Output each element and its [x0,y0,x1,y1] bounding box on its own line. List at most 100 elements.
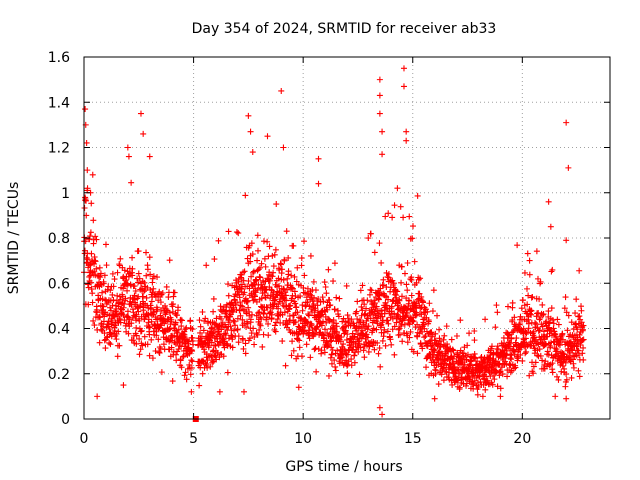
data-point [154,274,161,281]
data-point [357,318,364,325]
data-point [86,236,93,243]
data-point [162,311,169,318]
data-point [128,320,135,327]
data-point [429,331,436,338]
data-point [428,329,435,336]
data-point [537,314,544,321]
data-point [313,368,320,375]
data-point [235,278,242,285]
data-point [400,214,407,221]
data-point [385,320,392,327]
data-point [270,269,277,276]
data-point [563,309,570,316]
data-point [368,287,375,294]
data-point [365,235,372,242]
data-point [301,272,308,279]
data-point-spike [84,167,91,174]
data-point [385,296,392,303]
data-point-low [216,388,223,395]
data-point [96,339,103,346]
data-point [249,311,256,318]
data-point [524,301,531,308]
data-point [271,300,278,307]
data-point [444,341,451,348]
data-point [303,341,310,348]
data-point-spike [83,139,90,146]
data-point [93,236,100,243]
data-point [327,302,334,309]
data-point [563,371,570,378]
data-point [186,361,193,368]
data-point [124,280,131,287]
data-point [146,352,153,359]
data-point [358,303,365,310]
data-point-spike [278,87,285,94]
data-point [114,292,121,299]
data-point [187,317,194,324]
data-point [240,345,247,352]
data-point [318,322,325,329]
data-point [333,320,340,327]
data-point-spike [379,128,386,135]
data-point [120,312,127,319]
data-point [249,251,256,258]
data-point [578,307,585,314]
data-point [129,254,136,261]
data-point [539,357,546,364]
data-point-spike [125,153,132,160]
axis-ticks [83,56,610,420]
data-point [139,342,146,349]
data-point [529,293,536,300]
data-point [187,371,194,378]
data-point [435,349,442,356]
data-point [562,294,569,301]
data-point [102,345,109,352]
data-point [549,369,556,376]
data-point [264,238,271,245]
data-point [124,308,131,315]
data-point [284,275,291,282]
data-point [525,320,532,327]
data-point [575,367,582,374]
data-point [432,330,439,337]
data-point-spike [394,185,401,192]
data-point [315,345,322,352]
data-point [116,261,123,268]
data-point [317,319,324,326]
data-point [331,260,338,267]
data-point [544,348,551,355]
data-point [251,341,258,348]
data-point [474,391,481,398]
data-point [486,354,493,361]
data-point [189,326,196,333]
data-point [114,269,121,276]
data-point [201,317,208,324]
data-point [415,296,422,303]
data-point [242,350,249,357]
data-point [312,345,319,352]
data-point [140,293,147,300]
data-point [97,270,104,277]
data-point [394,288,401,295]
data-point [288,295,295,302]
data-point [199,309,206,316]
data-point [325,266,332,273]
data-point [522,350,529,357]
data-point [260,238,267,245]
data-point [338,334,345,341]
data-point [121,317,128,324]
data-point [100,280,107,287]
data-point [522,335,529,342]
data-point [212,352,219,359]
y-tick-label: 0.8 [48,231,70,247]
data-point [389,315,396,322]
data-point [568,374,575,381]
data-point [237,312,244,319]
data-point [143,294,150,301]
data-point [394,311,401,318]
data-point-low [240,388,247,395]
data-point [156,349,163,356]
data-point [466,361,473,368]
data-point [378,259,385,266]
data-point [166,338,173,345]
